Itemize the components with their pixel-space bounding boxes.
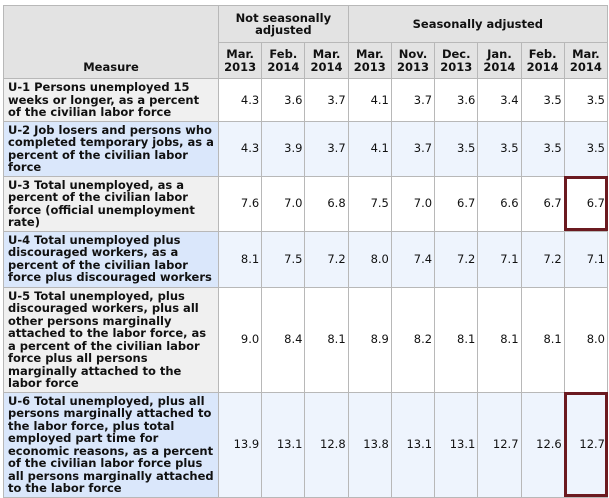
value-cell: 13.8 — [347, 391, 392, 498]
value-cell: 7.2 — [520, 230, 565, 288]
value-cell: 3.5 — [434, 120, 479, 177]
table-row: U-2 Job losers and persons who completed… — [3, 120, 609, 177]
value-cell: 3.7 — [390, 78, 436, 122]
value-cell: 7.0 — [390, 175, 436, 232]
table-row: U-3 Total unemployed, as a percent of th… — [3, 175, 609, 232]
value-cell: 12.6 — [520, 391, 565, 498]
value-cell: 8.1 — [477, 286, 522, 393]
measure-header: Measure — [3, 5, 219, 79]
measure-label: U-2 Job losers and persons who completed… — [3, 120, 219, 177]
value-cell: 8.1 — [304, 286, 349, 393]
value-cell: 8.2 — [390, 286, 436, 393]
column-year: 2013 — [353, 59, 386, 74]
column-year: 2013 — [224, 59, 257, 74]
value-cell: 8.1 — [520, 286, 565, 393]
value-cell: 13.1 — [434, 391, 479, 498]
value-cell: 7.0 — [261, 175, 306, 232]
column-month: Mar. — [312, 47, 341, 61]
value-cell: 13.9 — [217, 391, 263, 498]
highlighted-value-cell: 12.7 — [563, 391, 609, 498]
table-row: U-4 Total unemployed plus discouraged wo… — [3, 230, 609, 288]
column-header: Mar. 2014 — [304, 42, 349, 79]
value-cell: 8.9 — [347, 286, 392, 393]
highlighted-value-cell: 6.7 — [563, 175, 609, 232]
column-month: Feb. — [528, 47, 557, 61]
value-cell: 3.7 — [304, 120, 349, 177]
value-cell: 4.3 — [217, 78, 263, 122]
value-cell: 8.0 — [347, 230, 392, 288]
column-year: 2014 — [526, 59, 559, 74]
column-year: 2013 — [396, 59, 429, 74]
value-cell: 9.0 — [217, 286, 263, 393]
value-cell: 12.7 — [477, 391, 522, 498]
measure-label: U-1 Persons unemployed 15 weeks or longe… — [3, 78, 219, 122]
table-row: U-5 Total unemployed, plus discouraged w… — [3, 286, 609, 393]
value-cell: 3.5 — [563, 120, 609, 177]
value-cell: 6.7 — [520, 175, 565, 232]
value-cell: 7.6 — [217, 175, 263, 232]
value-cell: 7.4 — [390, 230, 436, 288]
value-cell: 3.7 — [304, 78, 349, 122]
column-year: 2014 — [483, 59, 516, 74]
column-month: Jan. — [487, 47, 512, 61]
value-cell: 8.0 — [563, 286, 609, 393]
table-row: U-6 Total unemployed, plus all persons m… — [3, 391, 609, 498]
value-cell: 3.5 — [477, 120, 522, 177]
column-month: Mar. — [572, 47, 600, 61]
value-cell: 13.1 — [261, 391, 306, 498]
value-cell: 7.5 — [347, 175, 392, 232]
column-header: Dec. 2013 — [434, 42, 479, 79]
column-month: Feb. — [269, 47, 298, 61]
column-year: 2014 — [310, 59, 343, 74]
value-cell: 4.1 — [347, 120, 392, 177]
value-cell: 3.6 — [261, 78, 306, 122]
group-header-not-seasonally-adjusted: Not seasonally adjusted — [218, 5, 349, 43]
column-header: Mar. 2013 — [217, 42, 263, 79]
column-header: Feb. 2014 — [520, 42, 565, 79]
value-cell: 3.9 — [261, 120, 306, 177]
value-cell: 8.4 — [261, 286, 306, 393]
column-month: Mar. — [355, 47, 384, 61]
value-cell: 3.4 — [477, 78, 522, 122]
measure-label: U-5 Total unemployed, plus discouraged w… — [3, 286, 219, 393]
column-header: Mar. 2014 — [563, 42, 609, 79]
value-cell: 12.8 — [304, 391, 349, 498]
value-cell: 4.1 — [347, 78, 392, 122]
value-cell: 7.1 — [563, 230, 609, 288]
value-cell: 3.5 — [563, 78, 609, 122]
value-cell: 7.2 — [434, 230, 479, 288]
value-cell: 4.3 — [217, 120, 263, 177]
value-cell: 3.6 — [434, 78, 479, 122]
unemployment-measures-table: Measure Not seasonally adjusted Seasonal… — [3, 5, 609, 498]
value-cell: 3.7 — [390, 120, 436, 177]
column-header: Jan. 2014 — [477, 42, 522, 79]
column-year: 2013 — [440, 59, 473, 74]
value-cell: 8.1 — [217, 230, 263, 288]
value-cell: 6.8 — [304, 175, 349, 232]
value-cell: 13.1 — [390, 391, 436, 498]
column-header: Feb. 2014 — [261, 42, 306, 79]
measure-label: U-6 Total unemployed, plus all persons m… — [3, 391, 219, 498]
value-cell: 6.7 — [434, 175, 479, 232]
value-cell: 3.5 — [520, 78, 565, 122]
column-year: 2014 — [267, 59, 300, 74]
column-header: Mar. 2013 — [347, 42, 392, 79]
column-month: Mar. — [226, 47, 254, 61]
group-header-seasonally-adjusted: Seasonally adjusted — [347, 5, 609, 43]
value-cell: 7.1 — [477, 230, 522, 288]
value-cell: 8.1 — [434, 286, 479, 393]
value-cell: 7.5 — [261, 230, 306, 288]
column-month: Dec. — [441, 47, 471, 61]
value-cell: 6.6 — [477, 175, 522, 232]
value-cell: 3.5 — [520, 120, 565, 177]
column-year: 2014 — [569, 59, 602, 74]
value-cell: 7.2 — [304, 230, 349, 288]
measure-label: U-4 Total unemployed plus discouraged wo… — [3, 230, 219, 288]
column-month: Nov. — [398, 47, 428, 61]
column-header: Nov. 2013 — [390, 42, 436, 79]
measure-label: U-3 Total unemployed, as a percent of th… — [3, 175, 219, 232]
table-row: U-1 Persons unemployed 15 weeks or longe… — [3, 78, 609, 122]
